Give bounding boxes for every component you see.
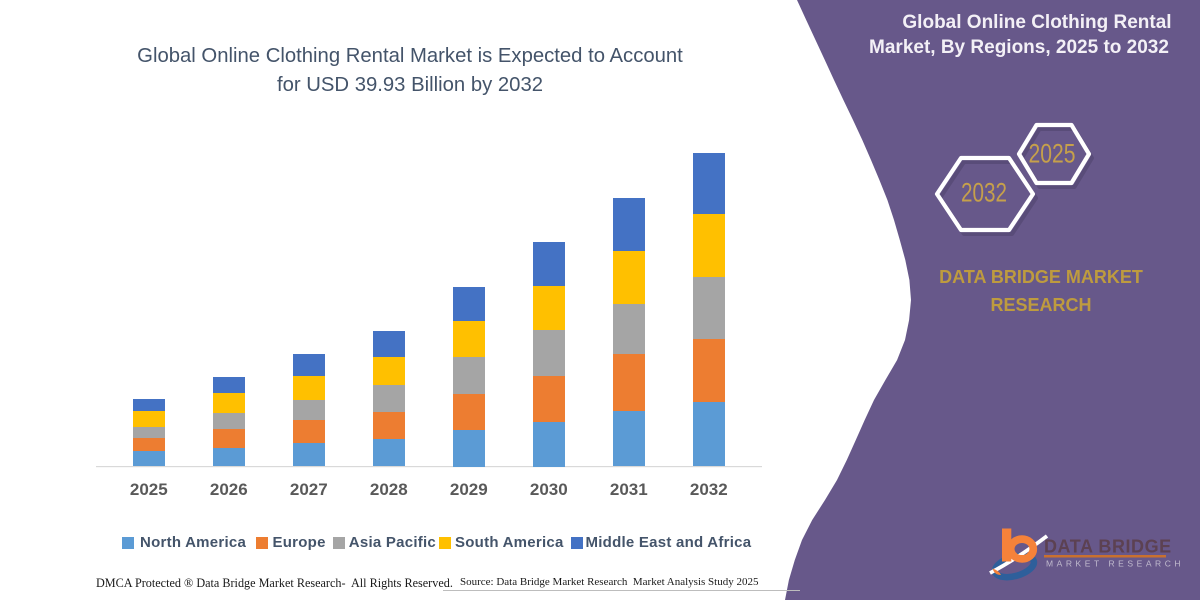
svg-text:2032: 2032 (961, 178, 1007, 208)
svg-text:2025: 2025 (1029, 139, 1076, 169)
svg-text:MARKET RESEARCH: MARKET RESEARCH (1046, 559, 1184, 569)
svg-text:DATA BRIDGE: DATA BRIDGE (1044, 537, 1172, 557)
